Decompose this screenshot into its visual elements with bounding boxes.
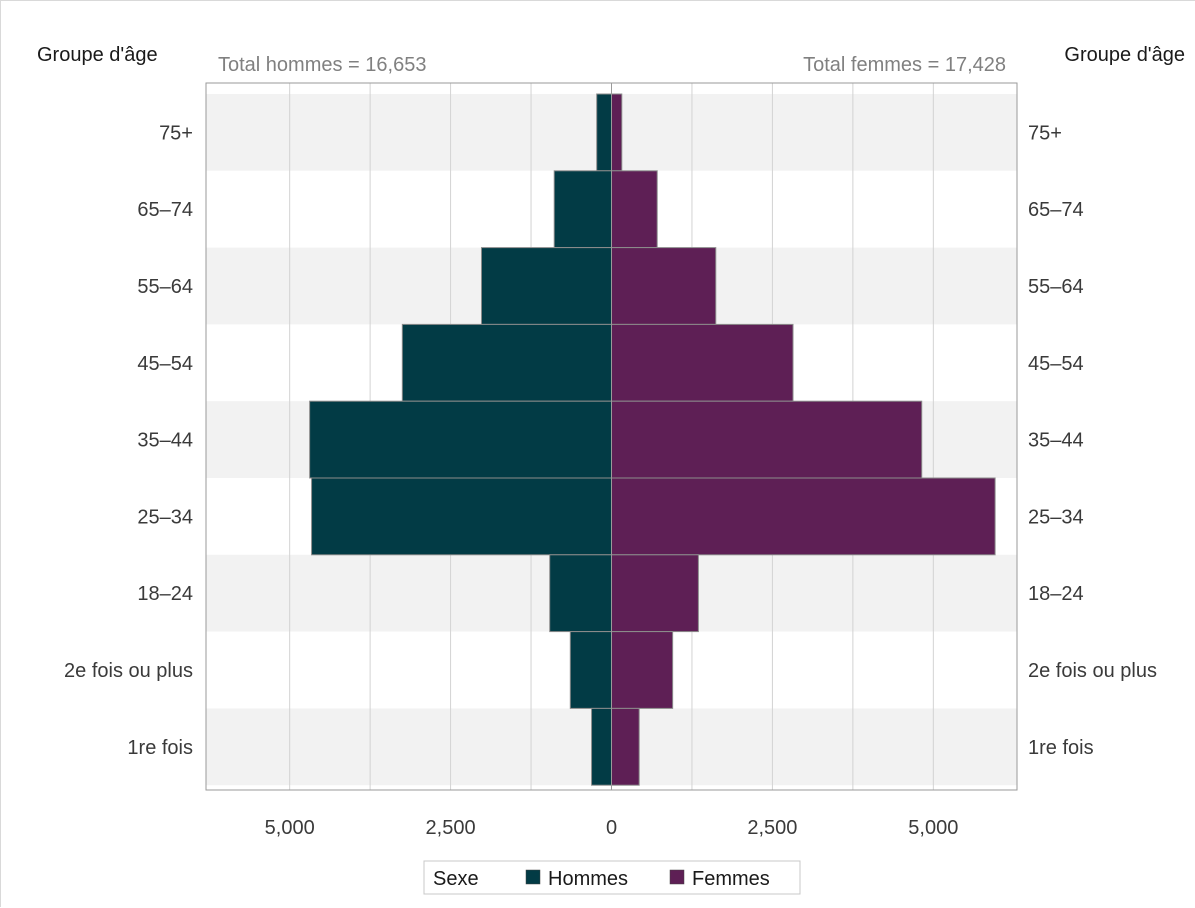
- x-tick-label: 2,500: [426, 817, 476, 839]
- category-label-right: 1re fois: [1028, 737, 1094, 759]
- bar-femmes: [611, 477, 996, 556]
- bar-femmes: [611, 323, 794, 402]
- left-category-labels: 75+ 65–74 55–64 45–54 35–44 25–34 18–24 2e fois…: [64, 122, 193, 758]
- total-hommes-label: Total hommes = 16,653: [218, 54, 426, 76]
- bar-hommes: [569, 631, 612, 709]
- bar-femmes: [611, 631, 674, 709]
- bar-hommes: [549, 554, 613, 633]
- bar-hommes: [480, 247, 612, 325]
- x-tick-label: 5,000: [265, 817, 315, 839]
- bar-femmes: [611, 247, 717, 325]
- category-label-left: 65–74: [137, 199, 193, 221]
- legend-label-hommes: Hommes: [548, 868, 628, 890]
- bar-hommes: [553, 170, 613, 249]
- right-axis-title: Groupe d'âge: [1064, 44, 1185, 66]
- category-label-left: 75+: [159, 122, 193, 144]
- bar-femmes: [611, 554, 699, 633]
- category-label-right: 55–64: [1028, 276, 1084, 298]
- x-tick-labels: 5,000 2,500 0 2,500 5,000: [265, 817, 959, 839]
- category-label-left: 35–44: [137, 430, 193, 452]
- category-label-left: 45–54: [137, 353, 193, 375]
- bar-femmes: [611, 707, 640, 786]
- category-label-right: 75+: [1028, 122, 1062, 144]
- category-label-right: 25–34: [1028, 506, 1084, 528]
- category-label-right: 2e fois ou plus: [1028, 660, 1157, 682]
- legend-swatch-hommes: [525, 869, 541, 885]
- plot-border: [205, 82, 1018, 791]
- category-label-left: 55–64: [137, 276, 193, 298]
- bars: [309, 93, 996, 786]
- bar-hommes: [591, 707, 612, 786]
- legend-title: Sexe: [433, 868, 479, 890]
- bar-femmes: [611, 93, 623, 172]
- bar-hommes: [401, 323, 613, 402]
- category-label-right: 35–44: [1028, 430, 1084, 452]
- x-tick-label: 2,500: [747, 817, 797, 839]
- category-label-right: 65–74: [1028, 199, 1084, 221]
- left-axis-title: Groupe d'âge: [37, 44, 158, 66]
- bar-hommes: [309, 400, 612, 479]
- category-label-right: 45–54: [1028, 353, 1084, 375]
- x-tick-label: 5,000: [908, 817, 958, 839]
- legend: Sexe Hommes Femmes: [423, 860, 801, 895]
- legend-label-femmes: Femmes: [692, 868, 770, 890]
- right-category-labels: 75+ 65–74 55–64 45–54 35–44 25–34 18–24 2e fois…: [1028, 122, 1157, 758]
- bar-femmes: [611, 400, 923, 479]
- category-label-right: 18–24: [1028, 583, 1084, 605]
- bar-hommes: [596, 93, 613, 172]
- legend-swatch-femmes: [669, 869, 685, 885]
- legend-box: [423, 860, 801, 895]
- total-femmes-label: Total femmes = 17,428: [803, 54, 1006, 76]
- category-label-left: 18–24: [137, 583, 193, 605]
- bar-hommes: [311, 477, 612, 556]
- category-label-left: 25–34: [137, 506, 193, 528]
- bar-femmes: [611, 170, 658, 249]
- category-label-left: 1re fois: [127, 737, 193, 759]
- x-tick-label: 0: [606, 817, 617, 839]
- category-label-left: 2e fois ou plus: [64, 660, 193, 682]
